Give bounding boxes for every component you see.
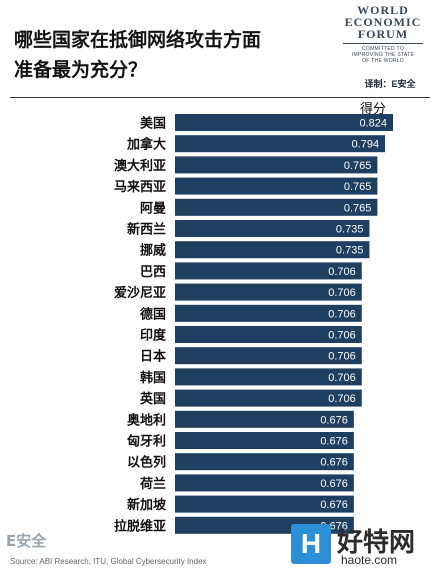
bar [175,495,354,513]
category-label: 爱沙尼亚 [114,285,166,301]
wef-logo-line1: WORLD [357,3,409,17]
category-label: 澳大利亚 [114,158,166,174]
category-label: 新加坡 [127,497,167,513]
value-label: 0.706 [328,266,356,278]
category-label: 巴西 [140,265,166,280]
watermark-logo: H [291,524,331,564]
bar [175,283,362,301]
category-label: 英国 [139,391,166,407]
category-label: 印度 [140,328,167,344]
value-label: 0.794 [352,139,380,151]
category-label: 荷兰 [139,476,166,492]
wef-logo-line2: ECONOMIC [344,15,422,29]
bar [175,220,370,237]
bar [175,114,393,131]
wef-logo: WORLD ECONOMIC FORUM COMMITTED TO IMPROV… [335,4,431,64]
value-label: 0.765 [344,202,372,214]
wef-logo-line3: FORUM [357,27,409,41]
category-label: 新西兰 [127,222,166,238]
category-label: 以色列 [127,455,166,471]
chart-title: 哪些国家在抵御网络攻击方面 准备最为充分？ [14,25,324,85]
bar [175,198,378,216]
value-label: 0.676 [320,478,348,490]
bar [175,177,378,195]
value-label: 0.706 [328,330,356,342]
bar [175,474,354,492]
wef-tagline2: IMPROVING THE STATE [351,52,415,58]
watermark-url: haote.com [341,553,398,567]
value-label: 0.706 [328,372,356,384]
bar [175,453,354,471]
bar [175,241,370,259]
value-label: 0.706 [328,287,356,299]
bar [175,156,378,174]
category-label: 匈牙利 [127,434,166,450]
value-label: 0.676 [320,499,348,511]
value-label: 0.824 [359,118,387,130]
bar [175,368,362,386]
bar [175,347,362,365]
value-header: 得分 [359,102,386,117]
header-divider [10,97,430,98]
value-label: 0.706 [328,351,356,363]
bar [175,326,362,343]
category-label: 德国 [140,306,166,322]
value-label: 0.676 [320,414,348,426]
category-label: 美国 [140,116,166,132]
category-label: 日本 [140,349,166,365]
category-label: 阿曼 [140,201,166,216]
bar [175,389,362,407]
bar [175,410,354,428]
value-label: 0.706 [328,308,356,320]
wef-tagline3: OF THE WORLD [362,58,404,64]
chart-title-line1: 哪些国家在抵御网络攻击方面 [14,29,262,51]
category-label: 拉脱维亚 [114,518,166,534]
category-label: 加拿大 [126,137,166,153]
value-label: 0.765 [344,181,372,193]
value-label: 0.706 [328,393,356,405]
value-label: 0.676 [320,436,348,448]
chart-title-line2: 准备最为充分？ [14,59,148,81]
wef-tagline1: COMMITTED TO [361,46,405,52]
value-label: 0.676 [320,457,348,469]
watermark-name: 好特网 [337,528,416,558]
translator-credit: 译制：E安全 [364,79,416,89]
footer-logo: E安全 [6,532,47,550]
category-label: 马来西亚 [114,179,166,195]
bar [175,304,362,322]
value-label: 0.735 [336,224,364,236]
category-label: 奥地利 [127,412,166,428]
category-label: 挪威 [140,243,166,259]
category-label: 韩国 [140,370,166,386]
bar [175,432,354,449]
bar [175,262,362,280]
value-label: 0.735 [336,245,364,257]
source-note: Source: ABI Research, ITU, Global Cybers… [10,557,207,566]
wef-logo-rule [343,43,423,44]
bar [175,135,386,153]
value-label: 0.765 [344,160,372,172]
